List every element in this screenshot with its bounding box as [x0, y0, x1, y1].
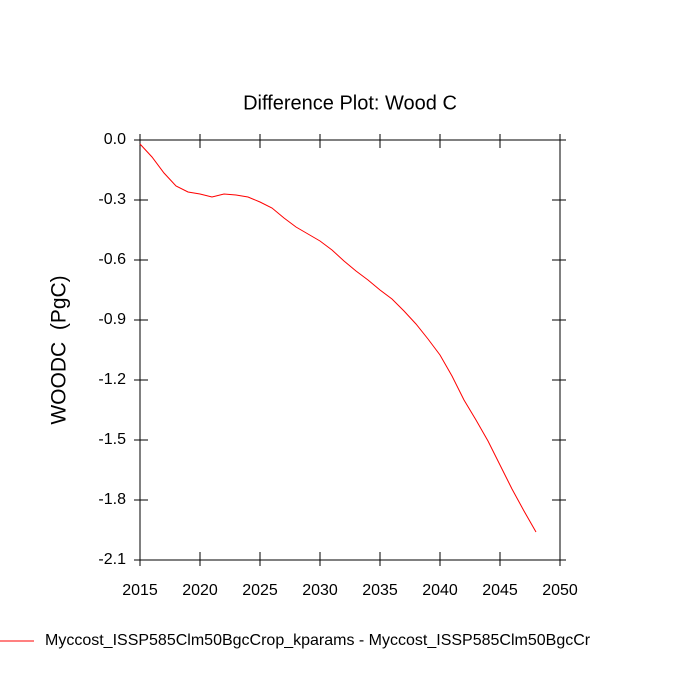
x-tick-label: 2015	[122, 582, 158, 599]
y-tick-label: -0.9	[98, 311, 126, 328]
y-tick-label: 0.0	[104, 131, 126, 148]
y-tick-label: -1.5	[98, 431, 126, 448]
x-tick-label: 2030	[302, 582, 338, 599]
x-tick-label: 2020	[182, 582, 218, 599]
x-tick-label: 2045	[482, 582, 518, 599]
plot-frame	[139, 139, 561, 561]
y-tick-label: -0.3	[98, 191, 126, 208]
legend-label: Myccost_ISSP585Clm50BgcCrop_kparams - My…	[45, 632, 591, 649]
y-axis-label: WOODC (PgC)	[48, 275, 71, 424]
x-tick-label: 2035	[362, 582, 398, 599]
y-tick-label: -0.6	[98, 251, 126, 268]
y-tick-label: -1.8	[98, 491, 126, 508]
y-tick-label: -1.2	[98, 371, 126, 388]
chart-title: Difference Plot: Wood C	[243, 92, 457, 114]
x-tick-label: 2040	[422, 582, 458, 599]
x-tick-label: 2050	[542, 582, 578, 599]
y-tick-label: -2.1	[98, 551, 126, 568]
data-line	[139, 143, 537, 533]
x-tick-label: 2025	[242, 582, 278, 599]
